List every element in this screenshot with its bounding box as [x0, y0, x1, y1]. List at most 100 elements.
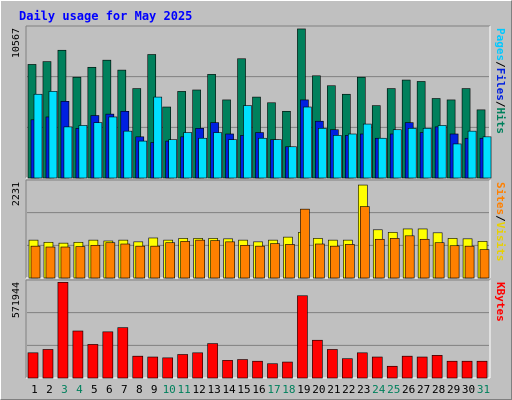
- panel-middle-ymax-label: 2231: [11, 182, 22, 206]
- day-label-7: 7: [121, 383, 128, 396]
- bar-pages-day-4: [78, 125, 88, 179]
- day-label-15: 15: [237, 383, 250, 396]
- bar-sites-day-26: [404, 235, 415, 279]
- bar-pages-day-26: [407, 128, 417, 179]
- bar-pages-day-30: [467, 130, 477, 179]
- bar-sites-day-30: [464, 245, 475, 279]
- day-label-9: 9: [151, 383, 158, 396]
- bar-pages-day-25: [392, 129, 402, 179]
- day-label-11: 11: [178, 383, 191, 396]
- day-label-5: 5: [91, 383, 98, 396]
- bar-pages-day-22: [348, 133, 357, 179]
- bar-kbytes-day-21: [327, 349, 338, 379]
- bar-pages-day-17: [273, 139, 282, 179]
- day-label-13: 13: [207, 383, 220, 396]
- bar-pages-day-15: [243, 105, 252, 179]
- bar-pages-day-5: [93, 122, 103, 179]
- day-label-28: 28: [432, 383, 445, 396]
- chart-title: Daily usage for May 2025: [19, 9, 192, 23]
- panel-bottom-ymax-label: 571944: [11, 282, 22, 318]
- bar-kbytes-day-6: [102, 331, 114, 379]
- legend-entry: Pages: [494, 28, 507, 61]
- bar-kbytes-day-17: [267, 363, 278, 379]
- bar-sites-day-21: [330, 245, 340, 279]
- day-label-25: 25: [387, 383, 400, 396]
- day-label-26: 26: [402, 383, 415, 396]
- bar-kbytes-day-12: [192, 352, 203, 379]
- day-label-21: 21: [327, 383, 340, 396]
- legend-entry: Sites: [494, 182, 507, 215]
- bar-pages-day-28: [437, 125, 447, 179]
- bar-sites-day-14: [225, 241, 235, 279]
- bar-sites-day-1: [30, 245, 41, 279]
- day-label-18: 18: [282, 383, 295, 396]
- day-label-16: 16: [252, 383, 265, 396]
- legend-entry: Hits: [494, 108, 507, 135]
- bar-pages-day-6: [108, 116, 118, 179]
- bar-sites-day-3: [60, 246, 71, 279]
- day-label-29: 29: [447, 383, 460, 396]
- day-label-12: 12: [193, 383, 206, 396]
- day-label-17: 17: [267, 383, 280, 396]
- bar-sites-day-31: [479, 249, 490, 279]
- bar-sites-day-11: [180, 241, 190, 279]
- bar-pages-day-13: [213, 132, 222, 179]
- bar-sites-day-5: [90, 244, 101, 279]
- day-label-2: 2: [46, 383, 53, 396]
- day-label-8: 8: [136, 383, 143, 396]
- panel-top-legend: Pages/Files/Hits: [494, 28, 507, 134]
- bar-sites-day-9: [150, 245, 161, 279]
- bar-kbytes-day-26: [401, 355, 413, 379]
- day-label-22: 22: [342, 383, 355, 396]
- day-label-6: 6: [106, 383, 113, 396]
- day-label-4: 4: [76, 383, 83, 396]
- bar-kbytes-day-4: [72, 330, 84, 379]
- bar-kbytes-day-24: [371, 356, 383, 379]
- day-label-1: 1: [31, 383, 38, 396]
- bar-sites-day-15: [240, 244, 250, 279]
- bar-pages-day-18: [288, 146, 297, 179]
- bar-kbytes-day-3: [57, 282, 69, 379]
- bar-sites-day-19: [300, 208, 310, 279]
- bar-pages-day-3: [63, 126, 73, 179]
- day-label-10: 10: [163, 383, 176, 396]
- bar-kbytes-day-30: [461, 360, 473, 379]
- bar-sites-day-6: [105, 242, 116, 279]
- bar-kbytes-day-29: [446, 360, 458, 379]
- bar-kbytes-day-5: [87, 344, 99, 379]
- bar-kbytes-day-7: [117, 327, 129, 379]
- panel-top-ymax-label: 10567: [11, 28, 22, 58]
- bar-pages-day-11: [183, 132, 192, 179]
- bar-kbytes-day-2: [42, 349, 54, 379]
- bar-sites-day-13: [210, 240, 220, 279]
- bar-kbytes-day-1: [27, 352, 39, 379]
- panel-middle-legend: Sites/Visits: [494, 182, 507, 262]
- bar-sites-day-24: [374, 238, 385, 279]
- day-label-23: 23: [357, 383, 370, 396]
- bar-kbytes-day-23: [356, 352, 368, 379]
- bar-pages-day-20: [318, 128, 327, 179]
- bar-sites-day-18: [285, 244, 295, 279]
- bar-kbytes-day-31: [476, 360, 488, 379]
- bar-kbytes-day-9: [147, 356, 159, 379]
- bar-sites-day-20: [315, 243, 325, 279]
- bar-sites-day-28: [434, 242, 445, 279]
- day-label-30: 30: [462, 383, 475, 396]
- bar-pages-day-2: [48, 91, 58, 179]
- bar-sites-day-22: [345, 244, 355, 279]
- bar-sites-day-8: [135, 245, 146, 279]
- day-label-3: 3: [61, 383, 68, 396]
- day-label-14: 14: [222, 383, 236, 396]
- bar-pages-day-21: [333, 135, 342, 179]
- bar-sites-day-12: [195, 239, 205, 279]
- bar-kbytes-day-18: [282, 361, 293, 379]
- bar-sites-day-23: [359, 206, 370, 279]
- bar-pages-day-23: [362, 123, 372, 179]
- bar-kbytes-day-22: [342, 358, 353, 379]
- bar-pages-day-8: [138, 140, 148, 179]
- bar-pages-day-14: [228, 139, 237, 179]
- bar-kbytes-day-8: [132, 355, 144, 379]
- bar-pages-day-31: [482, 136, 492, 179]
- bar-sites-day-27: [419, 238, 430, 279]
- bar-pages-day-27: [422, 128, 432, 179]
